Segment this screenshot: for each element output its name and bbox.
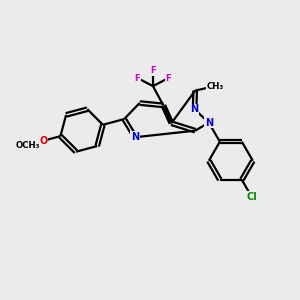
Text: F: F <box>135 74 140 82</box>
Text: CH₃: CH₃ <box>207 82 224 91</box>
Text: Cl: Cl <box>246 191 257 202</box>
Text: N: N <box>190 104 199 114</box>
Text: N: N <box>131 132 139 142</box>
Text: O: O <box>39 136 47 146</box>
Text: OCH₃: OCH₃ <box>15 140 40 149</box>
Text: F: F <box>150 66 156 75</box>
Text: N: N <box>205 118 213 128</box>
Text: F: F <box>166 74 171 82</box>
